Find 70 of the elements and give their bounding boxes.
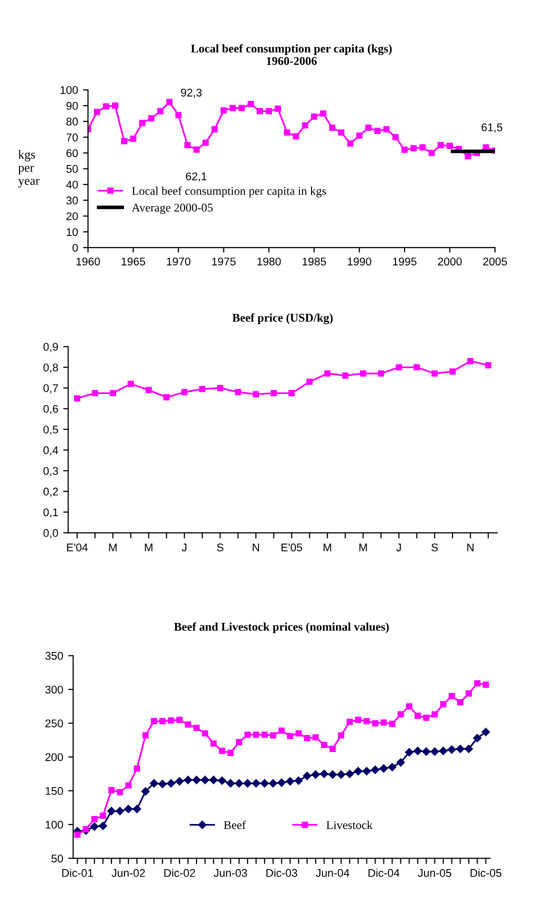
legend-label: Beef bbox=[224, 820, 246, 830]
x-tick-label: J bbox=[396, 544, 401, 552]
y-tick-label: 0 bbox=[72, 244, 78, 252]
y-tick-label: 150 bbox=[46, 787, 63, 795]
y-tick-label: 0,9 bbox=[43, 342, 58, 352]
x-tick-label: Jun-02 bbox=[112, 869, 145, 877]
x-tick-label: 1970 bbox=[166, 258, 190, 266]
y-tick-label: 80 bbox=[66, 118, 78, 126]
x-tick-label: 1980 bbox=[257, 258, 281, 266]
y-tick-label: 0,7 bbox=[43, 384, 58, 394]
y-tick-label: 50 bbox=[52, 854, 63, 862]
y-tick-label: 0,6 bbox=[43, 404, 58, 414]
y-tick-label: 200 bbox=[45, 753, 63, 762]
legend-label: Local beef consumption per capita in kgs bbox=[132, 186, 326, 198]
y-tick-label: 0,5 bbox=[43, 426, 58, 435]
x-tick-label: E'04 bbox=[67, 543, 88, 552]
y-tick-label: 300 bbox=[45, 686, 63, 694]
legend-label: Average 2000-05 bbox=[132, 204, 213, 214]
x-tick-label: 2005 bbox=[483, 258, 507, 266]
chart-title: Beef and Livestock prices (nominal values) bbox=[174, 622, 389, 634]
annotation: 62,1 bbox=[186, 172, 207, 182]
x-tick-label: Dic-03 bbox=[266, 868, 298, 877]
annotation: 61,5 bbox=[482, 123, 502, 133]
x-tick-label: Dic-05 bbox=[470, 868, 502, 877]
x-tick-label: M bbox=[359, 544, 367, 552]
y-tick-label: 250 bbox=[45, 719, 63, 728]
x-tick-label: 2000 bbox=[438, 258, 462, 266]
x-tick-label: S bbox=[216, 543, 224, 552]
y-tick-label: 0,3 bbox=[43, 466, 58, 476]
y-tick-label: 0,1 bbox=[43, 508, 58, 518]
x-tick-label: N bbox=[252, 544, 259, 552]
x-tick-label: Dic-04 bbox=[368, 868, 400, 877]
legend-label: Livestock bbox=[326, 820, 373, 830]
y-tick-label: 90 bbox=[66, 102, 78, 110]
x-tick-label: M bbox=[324, 544, 332, 552]
x-tick-label: 1990 bbox=[348, 258, 372, 266]
chart-title: Local beef consumption per capita (kgs) 1960-2006 bbox=[190, 44, 392, 65]
x-tick-label: 1985 bbox=[302, 258, 326, 266]
x-tick-label: M bbox=[144, 544, 152, 552]
x-tick-label: Dic-01 bbox=[62, 868, 93, 877]
x-tick-label: N bbox=[467, 544, 474, 552]
y-tick-label: 40 bbox=[66, 180, 78, 189]
y-tick-label: 0,0 bbox=[43, 529, 58, 538]
annotation: 92,3 bbox=[181, 88, 202, 98]
y-tick-label: 100 bbox=[46, 820, 63, 829]
x-tick-label: 1965 bbox=[122, 258, 146, 266]
y-tick-label: 0,2 bbox=[43, 488, 58, 497]
y-tick-label: 10 bbox=[66, 228, 78, 236]
chart-title: Beef price (USD/kg) bbox=[232, 313, 333, 324]
x-tick-label: 1960 bbox=[76, 258, 100, 266]
x-tick-label: M bbox=[109, 544, 117, 552]
x-tick-label: 1975 bbox=[212, 258, 236, 266]
y-tick-label: 350 bbox=[45, 652, 63, 660]
x-tick-label: Jun-04 bbox=[316, 869, 350, 877]
y-tick-label: 100 bbox=[60, 86, 78, 94]
x-tick-label: Jun-03 bbox=[214, 869, 248, 877]
x-tick-label: Jun-05 bbox=[418, 869, 452, 877]
x-tick-label: S bbox=[431, 543, 438, 552]
y-tick-label: 30 bbox=[66, 196, 78, 204]
x-tick-label: J bbox=[182, 544, 186, 552]
x-tick-label: Dic-02 bbox=[164, 868, 195, 877]
y-tick-label: 60 bbox=[66, 149, 78, 158]
y-tick-label: 70 bbox=[66, 133, 78, 142]
y-tick-label: 50 bbox=[66, 164, 78, 173]
x-tick-label: 1995 bbox=[393, 258, 416, 266]
y-tick-label: 0,4 bbox=[43, 446, 58, 456]
y-tick-label: 20 bbox=[66, 212, 78, 220]
x-tick-label: E'05 bbox=[282, 543, 302, 552]
y-tick-label: 0,8 bbox=[43, 364, 58, 373]
y-axis-title: kgs per year bbox=[18, 150, 40, 188]
